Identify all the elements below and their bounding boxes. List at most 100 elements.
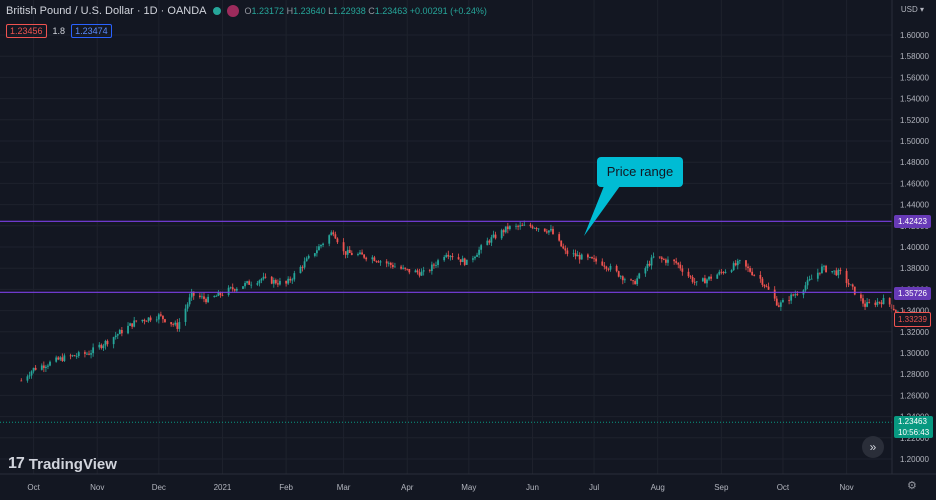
tradingview-logo[interactable]: 17 TradingView [8, 455, 117, 473]
candle-body [747, 266, 749, 269]
price-axis[interactable]: 1.60000 1.58000 1.56000 1.54000 1.52000 1.500… [900, 31, 929, 464]
candle-body [428, 270, 431, 272]
candle-body [880, 302, 883, 305]
candle-body [558, 234, 561, 241]
candle-body [550, 228, 552, 231]
candle-body [59, 357, 62, 360]
candle-body [845, 270, 848, 284]
candle-body [131, 323, 134, 327]
candlestick-series [20, 220, 908, 383]
candle-body [665, 259, 667, 263]
candle-body [389, 262, 392, 265]
scroll-to-realtime-button[interactable]: » [862, 436, 884, 458]
candle-body [293, 273, 296, 280]
ohlc-high-label: H [286, 6, 294, 16]
candle-body [615, 266, 618, 272]
candle-body [837, 269, 840, 276]
candle-body [408, 269, 411, 273]
candle-body [745, 260, 747, 267]
candle-body [463, 258, 466, 265]
candle-body [227, 287, 230, 295]
candle-body [77, 352, 80, 357]
candle-body [591, 257, 593, 259]
candle-body [344, 251, 347, 255]
candle-body [414, 270, 417, 273]
candle-body [593, 258, 595, 260]
candle-body [406, 268, 409, 270]
ohlc-close: 1.23463 [374, 6, 408, 16]
candle-body [720, 271, 723, 273]
time-tick-label: Apr [401, 483, 414, 492]
candle-body [547, 230, 550, 233]
horizontal-levels[interactable] [0, 220, 892, 293]
candle-body [342, 242, 345, 252]
candle-body [605, 266, 608, 269]
candle-body [796, 294, 799, 296]
candle-body [648, 263, 651, 266]
candle-body [792, 294, 795, 296]
price-tick-label: 1.40000 [900, 243, 929, 252]
buy-button[interactable]: 1.23474 [71, 24, 112, 38]
time-tick-label: Oct [27, 483, 40, 492]
candle-body [363, 254, 366, 258]
candle-body [825, 265, 827, 273]
visibility-eye-icon[interactable] [226, 5, 239, 17]
candle-body [203, 296, 205, 300]
callout-pointer [584, 186, 620, 236]
candle-body [681, 268, 684, 272]
candle-body [521, 225, 524, 227]
candle-body [373, 257, 376, 262]
ohlc-low-label: L [328, 6, 334, 16]
candle-body [248, 281, 251, 285]
candle-body [385, 261, 388, 264]
candle-body [170, 322, 173, 325]
countdown-timer: 10:56:43 [898, 428, 930, 437]
candle-body [301, 266, 304, 268]
candle-body [88, 353, 90, 355]
candle-body [178, 321, 181, 329]
candle-body [486, 240, 489, 246]
candle-body [506, 226, 509, 230]
candle-body [804, 285, 807, 291]
candle-body [201, 296, 203, 298]
candle-body [32, 367, 35, 372]
currency-selector[interactable]: USD ▾ [901, 5, 924, 14]
candle-body [328, 235, 331, 244]
candle-body [334, 234, 337, 239]
candle-body [49, 361, 51, 366]
candle-body [313, 253, 316, 256]
candle-body [322, 243, 324, 245]
price-tick-label: 1.56000 [900, 73, 929, 82]
candle-body [75, 356, 78, 357]
candle-body [632, 280, 634, 282]
candle-body [734, 263, 737, 266]
candle-body [285, 280, 288, 284]
settings-gear-icon[interactable]: ⚙ [907, 480, 917, 492]
time-tick-label: Sep [714, 483, 729, 492]
candle-body [788, 299, 790, 301]
candle-body [833, 270, 836, 272]
candle-body [603, 265, 606, 267]
price-tick-label: 1.20000 [900, 455, 929, 464]
candle-body [691, 276, 694, 282]
candle-body [564, 248, 567, 251]
candle-body [299, 266, 302, 274]
price-tick-label: 1.60000 [900, 31, 929, 40]
candle-body [116, 334, 119, 336]
time-tick-label: Jun [526, 483, 539, 492]
candle-body [476, 254, 478, 257]
symbol-title[interactable]: British Pound / U.S. Dollar · 1D · OANDA [6, 5, 207, 17]
time-tick-label: Dec [152, 483, 166, 492]
candle-body [71, 355, 74, 357]
candle-body [831, 271, 834, 273]
candle-body [20, 380, 23, 382]
candle-body [135, 320, 138, 322]
candle-body [529, 224, 532, 227]
candle-body [500, 230, 503, 239]
candle-body [634, 281, 637, 285]
candle-body [701, 278, 704, 282]
sell-button[interactable]: 1.23456 [6, 24, 47, 38]
price-range-callout[interactable]: Price range [597, 157, 683, 187]
